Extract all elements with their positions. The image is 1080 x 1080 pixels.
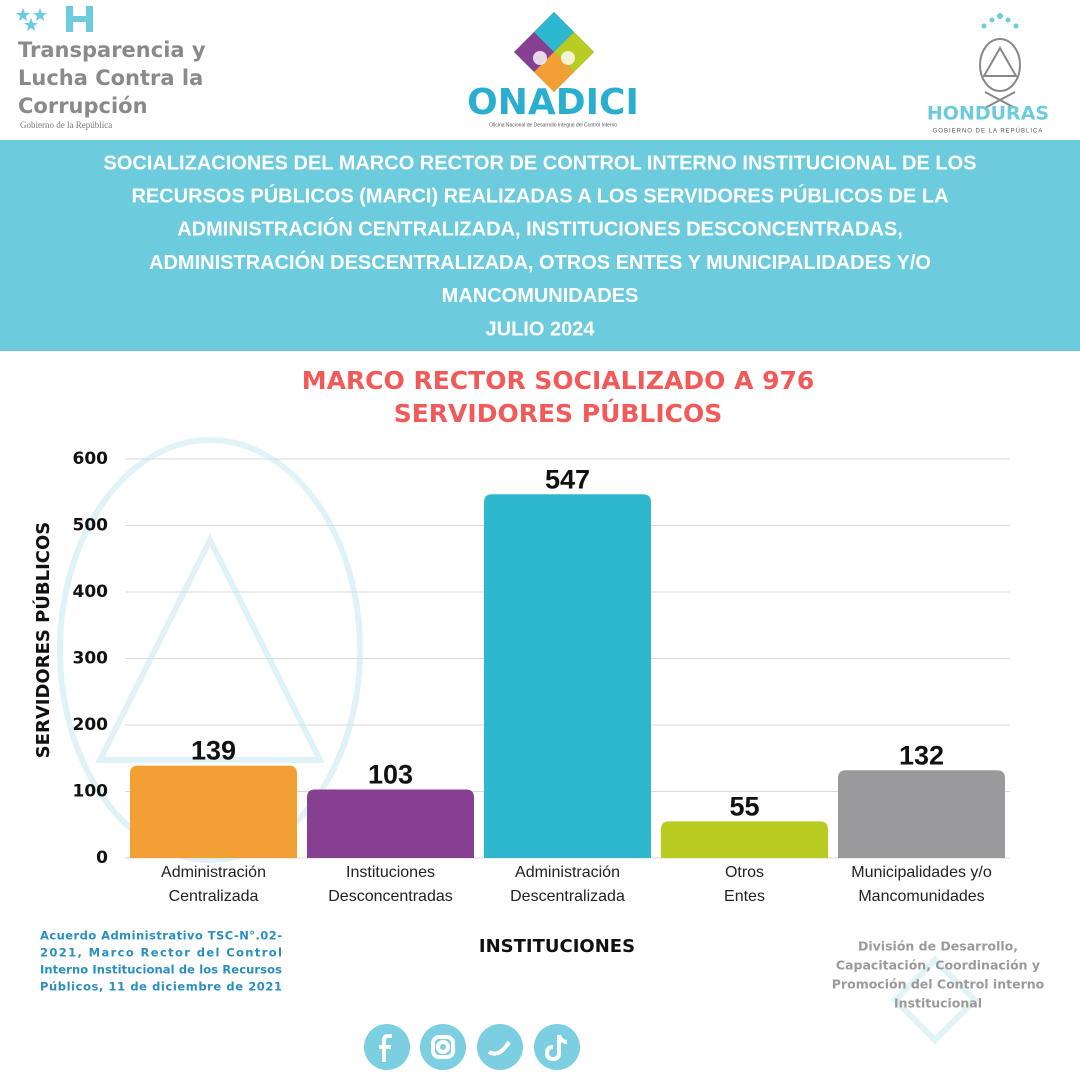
bar	[130, 765, 297, 858]
honduras-emblem	[979, 38, 1021, 109]
value-label: 55	[729, 792, 759, 822]
x-tick-label: Administración	[515, 864, 620, 881]
right-note: División de Desarrollo,	[858, 939, 1018, 954]
x-tick-label: Otros	[725, 864, 764, 881]
y-tick-label: 300	[73, 649, 109, 669]
y-tick-label: 600	[73, 449, 109, 469]
right-note: Institucional	[894, 996, 982, 1011]
y-tick-label: 0	[96, 848, 108, 868]
x-tick-label: Mancomunidades	[858, 888, 984, 905]
chart-title: MARCO RECTOR SOCIALIZADO A 976	[302, 366, 815, 395]
y-tick-label: 400	[73, 582, 109, 602]
y-axis-label: SERVIDORES PÚBLICOS	[32, 522, 54, 759]
value-label: 139	[191, 736, 236, 766]
y-tick-label: 200	[73, 715, 109, 735]
y-tick-label: 100	[73, 782, 109, 802]
left-note: Acuerdo Administrativo TSC-N°.02-	[40, 929, 282, 943]
right-logo-sub: GOBIERNO DE LA REPÚBLICA	[933, 128, 1044, 135]
right-note: Capacitación, Coordinación y	[836, 958, 1040, 973]
honduras-stars	[981, 13, 1019, 29]
left-note: Públicos, 11 de diciembre de 2021	[40, 980, 282, 994]
center-logo-text: ONADICI	[467, 82, 639, 123]
y-tick-label: 500	[73, 516, 109, 536]
x-tick-label: Desconcentradas	[328, 888, 453, 905]
banner-line: JULIO 2024	[486, 318, 596, 340]
banner-line: MANCOMUNIDADES	[442, 285, 639, 307]
x-tick-label: Municipalidades y/o	[851, 864, 992, 881]
watermark	[57, 437, 980, 1045]
right-logo-text: HONDURAS	[927, 103, 1049, 125]
x-tick-label: Administración	[161, 864, 266, 881]
banner-line: SOCIALIZACIONES DEL MARCO RECTOR DE CONT…	[104, 152, 977, 174]
instagram-icon[interactable]	[420, 1024, 466, 1070]
value-label: 547	[545, 464, 590, 494]
value-label: 132	[899, 740, 944, 770]
x-tick-label: Centralizada	[169, 888, 259, 905]
banner-line: ADMINISTRACIÓN DESCENTRALIZADA, OTROS EN…	[149, 250, 931, 274]
bar	[307, 789, 474, 858]
left-logo-text: Corrupción	[18, 94, 148, 118]
left-note: 2021, Marco Rector del Control	[40, 946, 282, 960]
left-logo-sub: Gobierno de la República	[20, 120, 112, 130]
left-logo-text: Transparencia y	[18, 38, 206, 62]
banner-line: RECURSOS PÚBLICOS (MARCI) REALIZADAS A L…	[131, 183, 948, 207]
bar	[661, 821, 828, 858]
bar	[484, 494, 651, 858]
onadici-icon	[514, 12, 594, 92]
twitter-icon[interactable]	[477, 1024, 523, 1070]
right-note: Promoción del Control interno	[832, 977, 1045, 992]
left-logo-text: Lucha Contra la	[18, 66, 203, 90]
bar	[838, 770, 1005, 858]
center-logo-sub: Oficina Nacional de Desarrollo Integral …	[489, 122, 617, 128]
left-note: Interno Institucional de los Recursos	[40, 963, 282, 977]
left-logo-icon	[16, 6, 93, 32]
x-tick-label: Entes	[724, 888, 765, 905]
banner-line: ADMINISTRACIÓN CENTRALIZADA, INSTITUCION…	[177, 217, 903, 241]
banner	[0, 140, 1080, 351]
chart-title: SERVIDORES PÚBLICOS	[394, 398, 723, 428]
x-tick-label: Descentralizada	[510, 888, 625, 905]
value-label: 103	[368, 760, 413, 790]
x-axis-label: INSTITUCIONES	[479, 936, 635, 957]
x-tick-label: Instituciones	[346, 864, 435, 881]
social-glyphs	[379, 1034, 568, 1062]
